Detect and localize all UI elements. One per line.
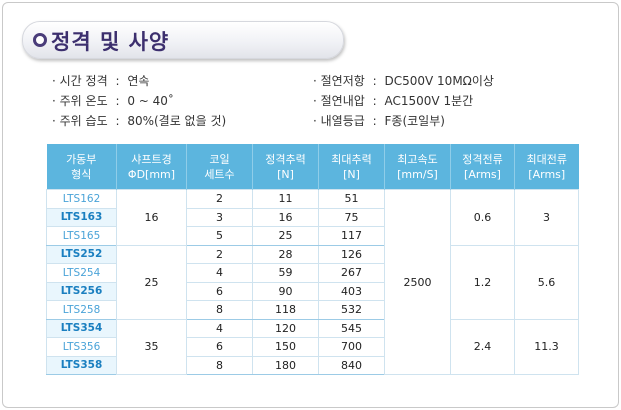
rated-thrust-cell: 120	[252, 318, 319, 338]
model-cell: LTS163	[46, 207, 117, 227]
header-max-current: 최대전류 [Arms]	[514, 144, 579, 190]
max-current-cell: 5.6	[514, 244, 579, 320]
circle-bullet-icon	[33, 33, 47, 47]
spec-dielectric-strength: · 절연내압 : AC1500V 1분간	[313, 94, 474, 108]
model-cell: LTS165	[46, 226, 117, 246]
header-model: 가동부 형식	[46, 144, 117, 190]
max-speed-cell: 2500	[384, 189, 451, 375]
coil-sets-cell: 8	[186, 355, 253, 375]
max-thrust-cell: 75	[318, 207, 385, 227]
coil-sets-cell: 8	[186, 300, 253, 320]
table-row: LTS256 6 90 403	[46, 281, 579, 301]
table-row: LTS356 6 150 700	[46, 337, 579, 357]
spec-insulation-resistance: · 절연저항 : DC500V 10MΩ이상	[313, 74, 494, 88]
model-cell: LTS252	[46, 244, 117, 264]
spec-time-rating: · 시간 정격 : 연속	[52, 74, 150, 88]
coil-sets-cell: 4	[186, 318, 253, 338]
max-thrust-cell: 267	[318, 263, 385, 283]
coil-sets-cell: 2	[186, 189, 253, 209]
max-thrust-cell: 51	[318, 189, 385, 209]
table-row: LTS163 3 16 75	[46, 207, 579, 227]
header-rated-thrust: 정격추력 [N]	[252, 144, 319, 190]
max-current-cell: 11.3	[514, 318, 579, 375]
header-shaft-diameter: 샤프트경 ΦD[mm]	[116, 144, 187, 190]
rated-thrust-cell: 59	[252, 263, 319, 283]
max-thrust-cell: 545	[318, 318, 385, 338]
model-cell: LTS358	[46, 355, 117, 375]
max-current-cell: 3	[514, 189, 579, 246]
coil-sets-cell: 3	[186, 207, 253, 227]
table-row: LTS165 5 25 117	[46, 226, 579, 246]
model-cell: LTS354	[46, 318, 117, 338]
max-thrust-cell: 700	[318, 337, 385, 357]
header-rated-current: 정격전류 [Arms]	[450, 144, 515, 190]
shaft-diameter-cell: 35	[116, 318, 187, 375]
rated-current-cell: 2.4	[450, 318, 515, 375]
header-max-speed: 최고속도 [mm/S]	[384, 144, 451, 190]
model-cell: LTS356	[46, 337, 117, 357]
spec-heat-class: · 내열등급 : F종(코일부)	[313, 114, 445, 128]
model-cell: LTS258	[46, 300, 117, 320]
table-row: LTS162 16 2 11 51 2500 0.6 3	[46, 189, 579, 375]
max-thrust-cell: 117	[318, 226, 385, 246]
spec-table: 가동부 형식 샤프트경 ΦD[mm] 코일 세트수 정격추력 [N] 최대추력 [N] 최…	[46, 144, 579, 375]
header-coil-sets: 코일 세트수	[186, 144, 253, 190]
rated-thrust-cell: 90	[252, 281, 319, 301]
rated-thrust-cell: 16	[252, 207, 319, 227]
page-title: 정격 및 사양	[51, 30, 170, 54]
max-thrust-cell: 532	[318, 300, 385, 320]
rated-current-cell: 0.6	[450, 189, 515, 246]
table-header-row: 가동부 형식 샤프트경 ΦD[mm] 코일 세트수 정격추력 [N] 최대추력 [N] 최…	[46, 144, 579, 190]
max-thrust-cell: 840	[318, 355, 385, 375]
rated-thrust-cell: 118	[252, 300, 319, 320]
shaft-diameter-cell: 16	[116, 189, 187, 246]
coil-sets-cell: 4	[186, 263, 253, 283]
rated-thrust-cell: 25	[252, 226, 319, 246]
title-banner	[22, 21, 344, 59]
coil-sets-cell: 2	[186, 244, 253, 264]
rated-thrust-cell: 180	[252, 355, 319, 375]
rated-current-cell: 1.2	[450, 244, 515, 320]
table-row: LTS354 35 4 120 545 2.4 11.3	[46, 318, 579, 375]
model-cell: LTS254	[46, 263, 117, 283]
coil-sets-cell: 6	[186, 281, 253, 301]
table-row: LTS252 25 2 28 126 1.2 5.6	[46, 244, 579, 320]
model-cell: LTS162	[46, 189, 117, 209]
coil-sets-cell: 6	[186, 337, 253, 357]
rated-thrust-cell: 28	[252, 244, 319, 264]
rated-thrust-cell: 11	[252, 189, 319, 209]
header-max-thrust: 최대추력 [N]	[318, 144, 385, 190]
spec-ambient-humidity: · 주위 습도 : 80%(결로 없을 것)	[52, 114, 227, 128]
model-cell: LTS256	[46, 281, 117, 301]
rated-thrust-cell: 150	[252, 337, 319, 357]
spec-ambient-temperature: · 주위 온도 : 0 ~ 40˚	[52, 94, 174, 108]
max-thrust-cell: 126	[318, 244, 385, 264]
table-row: LTS358 8 180 840	[46, 355, 579, 375]
max-thrust-cell: 403	[318, 281, 385, 301]
shaft-diameter-cell: 25	[116, 244, 187, 320]
coil-sets-cell: 5	[186, 226, 253, 246]
